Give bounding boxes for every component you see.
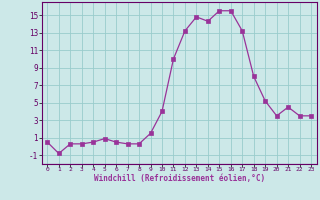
X-axis label: Windchill (Refroidissement éolien,°C): Windchill (Refroidissement éolien,°C) bbox=[94, 174, 265, 183]
